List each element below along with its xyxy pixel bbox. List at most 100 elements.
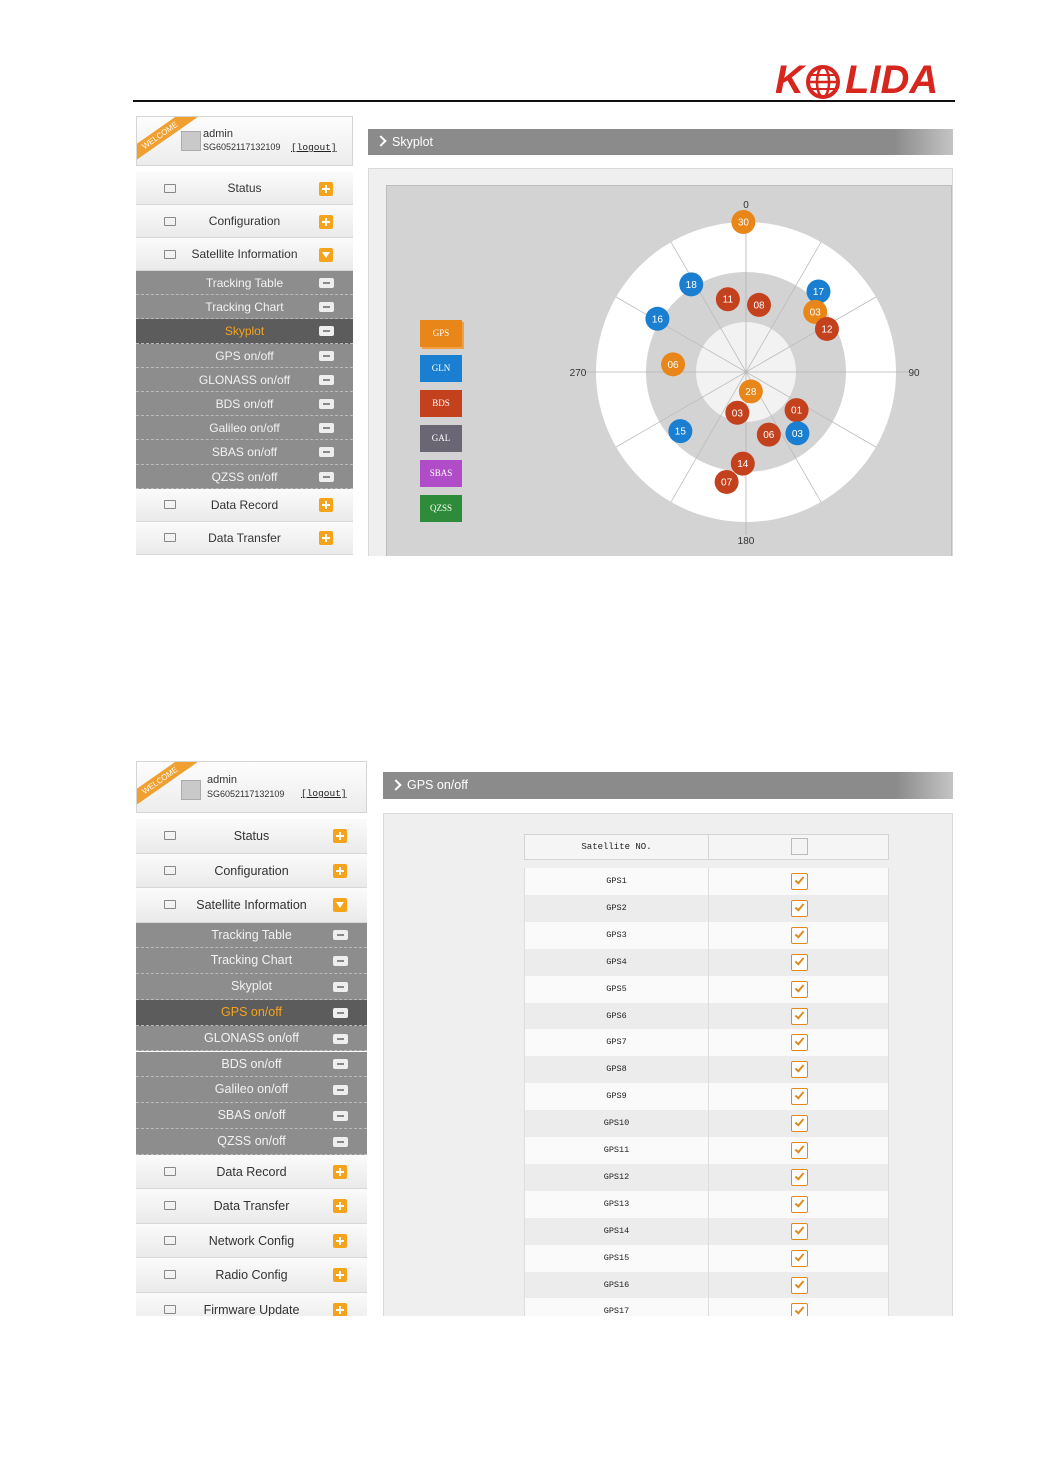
check-mark: [794, 1304, 805, 1315]
checkbox-checked[interactable]: [791, 1195, 808, 1213]
radial-line: [670, 371, 747, 503]
logout-link[interactable]: [logout]: [301, 788, 347, 799]
checkbox-checked[interactable]: [791, 1115, 808, 1133]
check-mark: [794, 1143, 805, 1154]
satellite[interactable]: [661, 352, 686, 377]
satellite[interactable]: [715, 287, 740, 312]
submenu-item[interactable]: GLONASS on/off: [136, 1025, 367, 1052]
menu-item[interactable]: Data Record: [136, 488, 353, 522]
submenu-item[interactable]: QZSS on/off: [136, 464, 353, 489]
menu-item[interactable]: Status: [136, 172, 353, 205]
checkbox-checked[interactable]: [791, 873, 808, 890]
menu-item[interactable]: Network Config: [136, 1223, 367, 1259]
radial-line: [670, 241, 747, 373]
satellite[interactable]: [785, 421, 810, 446]
satellite[interactable]: [756, 422, 781, 447]
submenu-item[interactable]: Galileo on/off: [136, 416, 353, 441]
row-label: GPS13: [525, 1190, 709, 1218]
submenu-item[interactable]: SBAS on/off: [136, 440, 353, 465]
legend-item[interactable]: SBAS: [420, 460, 462, 487]
satellite[interactable]: [679, 272, 704, 297]
check-mark: [794, 1277, 805, 1289]
menu-item[interactable]: Firmware Update: [136, 1292, 367, 1316]
satellite[interactable]: [731, 210, 756, 235]
menu-label: SBAS on/off: [211, 445, 278, 460]
submenu-item[interactable]: GPS on/off: [136, 999, 367, 1026]
satellite[interactable]: [784, 398, 809, 423]
checkbox-checked[interactable]: [791, 953, 808, 971]
submenu-item[interactable]: Tracking Chart: [136, 948, 367, 975]
bar: [337, 1089, 344, 1092]
legend-item[interactable]: QZSS: [420, 495, 462, 522]
menu-item[interactable]: Satellite Information: [136, 238, 353, 271]
menu-icon: [164, 183, 176, 193]
checkbox[interactable]: [791, 838, 808, 855]
satellite[interactable]: [714, 469, 739, 494]
submenu-item[interactable]: Skyplot: [136, 319, 353, 344]
submenu-item[interactable]: Tracking Table: [136, 271, 353, 296]
menu-item[interactable]: Status: [136, 819, 367, 854]
panel-title: Skyplot: [392, 135, 433, 149]
bar: [323, 330, 330, 333]
satellite[interactable]: [730, 451, 755, 476]
submenu-item[interactable]: Tracking Table: [136, 922, 367, 949]
radial-line: [745, 296, 877, 373]
menu-item[interactable]: Satellite Information: [136, 888, 367, 923]
menu-item[interactable]: Data Transfer: [136, 521, 353, 555]
logo: K LIDA: [775, 60, 950, 102]
satellite[interactable]: [738, 379, 763, 404]
satellite[interactable]: [725, 400, 750, 425]
submenu-item[interactable]: GLONASS on/off: [136, 367, 353, 392]
bar: [323, 354, 330, 357]
checkbox-checked[interactable]: [791, 1061, 808, 1079]
submenu-item[interactable]: BDS on/off: [136, 392, 353, 417]
menu-item[interactable]: Configuration: [136, 205, 353, 238]
avatar: [181, 131, 201, 151]
menu-label: Configuration: [208, 214, 281, 228]
bar: [337, 1114, 344, 1117]
menu-item[interactable]: Data Transfer: [136, 1189, 367, 1224]
submenu-item[interactable]: SBAS on/off: [136, 1103, 367, 1129]
checkbox-checked[interactable]: [791, 1249, 808, 1267]
satellite[interactable]: [814, 316, 839, 341]
checkbox-checked[interactable]: [791, 1276, 808, 1294]
check-mark: [794, 1035, 805, 1046]
satellite[interactable]: [806, 279, 831, 304]
checkbox-checked[interactable]: [791, 926, 808, 944]
checkbox-checked[interactable]: [791, 980, 808, 998]
satellite[interactable]: [668, 419, 693, 444]
submenu-item[interactable]: QZSS on/off: [136, 1128, 367, 1155]
checkbox-checked[interactable]: [791, 1088, 808, 1106]
satellite[interactable]: [645, 306, 670, 331]
checkbox-checked[interactable]: [791, 1034, 808, 1052]
satellite-label: 03: [810, 307, 822, 318]
checkbox-checked[interactable]: [791, 899, 808, 917]
satellite[interactable]: [747, 292, 772, 317]
submenu-item[interactable]: BDS on/off: [136, 1051, 367, 1078]
submenu-item[interactable]: Galileo on/off: [136, 1077, 367, 1104]
minus-icon: [319, 423, 334, 434]
menu-item[interactable]: Radio Config: [136, 1258, 367, 1293]
legend-item[interactable]: GPS: [420, 320, 462, 347]
minus-icon: [319, 350, 334, 361]
row-label: GPS5: [525, 975, 709, 1003]
legend-item[interactable]: GAL: [420, 425, 462, 452]
submenu-item[interactable]: Tracking Chart: [136, 295, 353, 320]
checkbox-checked[interactable]: [791, 1303, 808, 1316]
checkbox-checked[interactable]: [791, 1007, 808, 1025]
logout-link[interactable]: [logout]: [291, 142, 337, 153]
menu-item[interactable]: Data Record: [136, 1154, 367, 1190]
checkbox-checked[interactable]: [791, 1142, 808, 1159]
checkbox-checked[interactable]: [791, 1168, 808, 1186]
submenu-item[interactable]: Skyplot: [136, 974, 367, 1000]
check-mark: [794, 1170, 805, 1181]
menu-item[interactable]: Configuration: [136, 853, 367, 888]
legend-item[interactable]: BDS: [420, 390, 462, 417]
checkbox-checked[interactable]: [791, 1222, 808, 1240]
legend-item[interactable]: GLN: [420, 355, 462, 382]
submenu-item[interactable]: GPS on/off: [136, 343, 353, 368]
satellite[interactable]: [803, 299, 828, 324]
minus-icon: [333, 1007, 348, 1018]
bar: [323, 475, 330, 478]
